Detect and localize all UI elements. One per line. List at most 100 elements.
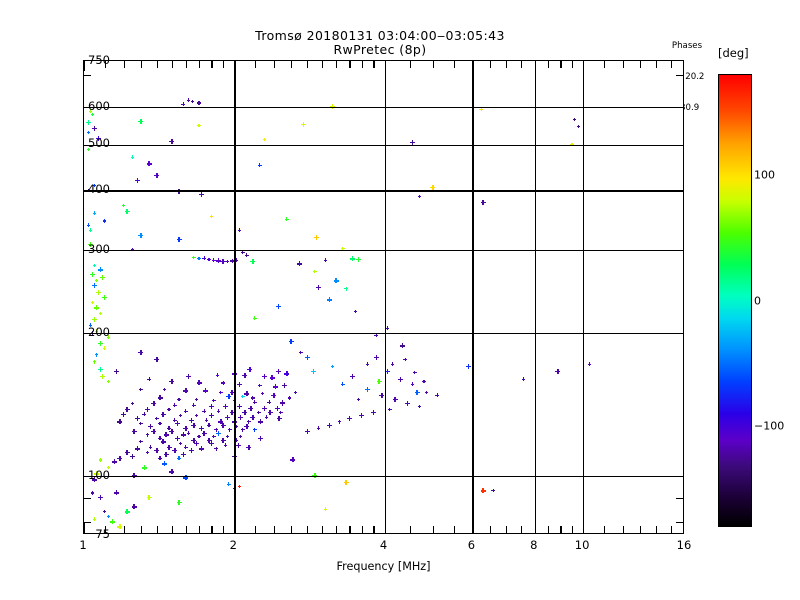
gridline-y (84, 107, 683, 108)
x-tick (234, 61, 235, 71)
x-tick (506, 526, 507, 533)
colorbar-tick-label: −100 (754, 420, 784, 433)
x-tick (671, 61, 672, 68)
x-tick (433, 526, 434, 533)
x-axis-title: Frequency [MHz] (83, 560, 684, 573)
y-tick-label: 200 (88, 325, 110, 339)
x-tick (671, 526, 672, 533)
x-tick (349, 61, 350, 68)
x-tick (307, 61, 308, 68)
x-tick (291, 61, 292, 68)
x-tick (583, 61, 584, 71)
gridline-x (535, 61, 536, 533)
x-tick (656, 526, 657, 533)
x-tick (255, 526, 256, 533)
y-tick (673, 107, 683, 108)
x-tick (172, 61, 173, 68)
y-tick-label: 750 (88, 53, 110, 67)
x-tick (454, 61, 455, 68)
x-tick (157, 61, 158, 68)
x-tick (307, 526, 308, 533)
x-tick (604, 61, 605, 68)
x-tick (362, 61, 363, 68)
x-tick (472, 523, 473, 533)
x-tick (656, 61, 657, 68)
x-tick (141, 526, 142, 533)
x-tick (548, 61, 549, 68)
x-tick (322, 526, 323, 533)
x-tick (141, 61, 142, 68)
x-tick (186, 526, 187, 533)
x-tick (490, 61, 491, 68)
phase-stats-header: Phases (596, 41, 796, 51)
x-tick (560, 526, 561, 533)
x-tick (199, 526, 200, 533)
gridline-y (84, 333, 683, 334)
x-tick-label: 8 (530, 538, 537, 552)
x-tick (336, 61, 337, 68)
x-tick (84, 61, 85, 71)
colorbar-gradient (718, 74, 752, 527)
y-tick (84, 498, 91, 499)
x-tick-label: 1 (79, 538, 86, 552)
x-tick (336, 526, 337, 533)
gridline-y (84, 145, 683, 146)
x-tick (211, 61, 212, 68)
colorbar-tick-label: 0 (754, 294, 761, 307)
gridline-y (84, 190, 683, 191)
x-tick (535, 523, 536, 533)
colorbar[interactable]: 100 0 −100 (718, 74, 752, 527)
x-tick (373, 526, 374, 533)
x-tick-label: 16 (677, 538, 692, 552)
x-tick (583, 523, 584, 533)
x-tick (385, 61, 386, 71)
scatter-plot-area[interactable] (83, 60, 684, 534)
gridline-x (472, 61, 473, 533)
x-tick (84, 523, 85, 533)
x-tick (234, 523, 235, 533)
y-tick-label: 75 (95, 527, 110, 541)
y-tick-label: 500 (88, 136, 110, 150)
x-tick (172, 526, 173, 533)
x-tick (506, 61, 507, 68)
y-tick (676, 75, 683, 76)
x-tick (548, 526, 549, 533)
x-tick (535, 61, 536, 71)
x-tick (560, 61, 561, 68)
x-tick (572, 61, 573, 68)
x-tick (255, 61, 256, 68)
x-tick (454, 526, 455, 533)
gridline-x (583, 61, 584, 533)
y-tick (676, 498, 683, 499)
x-tick-label: 4 (380, 538, 387, 552)
colorbar-tick-label: 100 (754, 168, 775, 181)
x-tick (410, 526, 411, 533)
gridline-y (84, 476, 683, 477)
x-tick (274, 61, 275, 68)
x-tick (291, 526, 292, 533)
y-tick (676, 522, 683, 523)
x-tick (223, 61, 224, 68)
x-tick (199, 61, 200, 68)
y-tick (673, 333, 683, 334)
x-tick (124, 61, 125, 68)
x-tick (124, 526, 125, 533)
x-tick (572, 526, 573, 533)
y-tick (84, 75, 91, 76)
y-tick (673, 250, 683, 251)
y-tick (673, 476, 683, 477)
x-tick (604, 526, 605, 533)
x-tick (433, 61, 434, 68)
x-tick (410, 61, 411, 68)
gridline-y (84, 250, 683, 251)
y-tick-label: 100 (88, 468, 110, 482)
x-tick (521, 61, 522, 68)
colorbar-unit-label: [deg] (718, 46, 749, 60)
x-tick-label: 10 (575, 538, 590, 552)
data-points-layer (84, 61, 683, 533)
x-tick (623, 61, 624, 68)
x-tick (490, 526, 491, 533)
x-tick (274, 526, 275, 533)
x-tick (362, 526, 363, 533)
x-tick (349, 526, 350, 533)
